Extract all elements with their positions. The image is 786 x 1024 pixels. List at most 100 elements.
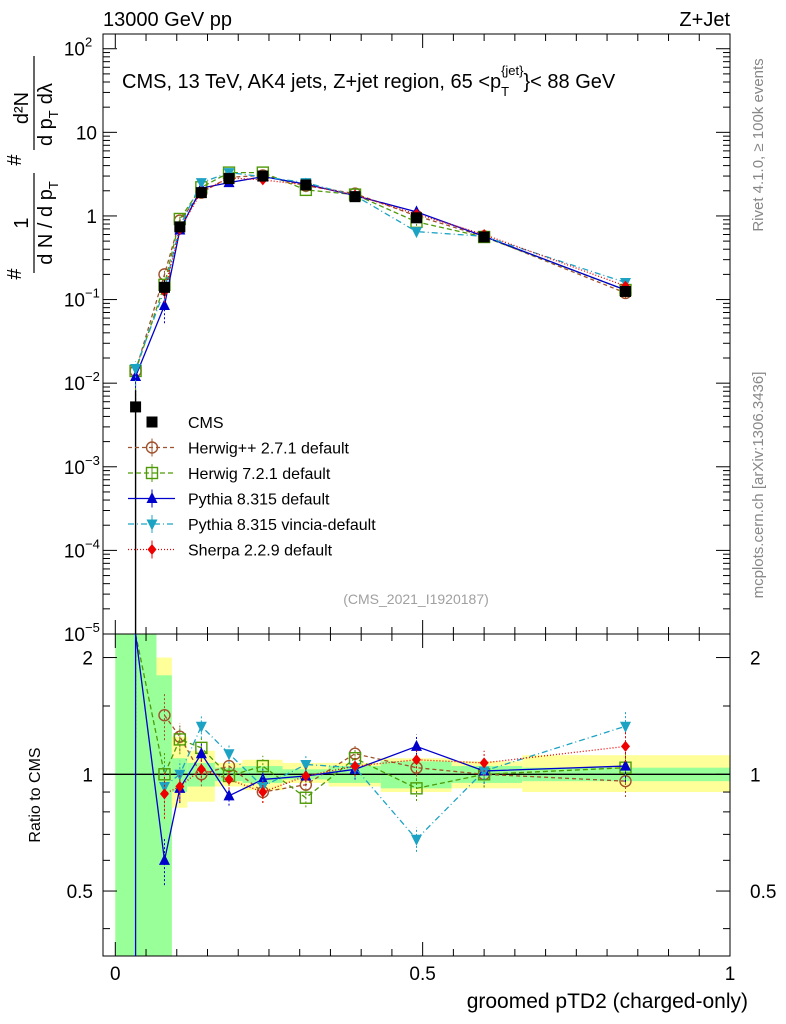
ratio-point-sherpa xyxy=(301,770,311,782)
series-point-pythia xyxy=(130,370,142,382)
ratio-y-tick-label: 2 xyxy=(82,649,93,670)
main-y-tick-label: 10 xyxy=(64,625,85,646)
ratio-point-sherpa xyxy=(258,786,268,798)
data-point xyxy=(478,231,490,243)
legend-entry: CMS xyxy=(146,415,224,432)
ratio-panel: 0.5 0.5 1 1 2 2 0 0.5 1 Ratio to CMS groomed pTD… xyxy=(27,633,776,1013)
ratio-point-herwig7 xyxy=(410,782,423,795)
ratio-axis-ticks: 0.5 0.5 1 1 2 2 0 0.5 1 xyxy=(67,634,776,985)
legend-marker xyxy=(146,416,158,428)
ratio-point-herwig7 xyxy=(299,791,313,804)
main-y-tick-label: 10 xyxy=(64,40,85,61)
y-label-frac1-den: d N / d pT xyxy=(35,181,61,265)
ratio-series-sherpa xyxy=(159,731,630,819)
main-y-tick-exponent: 2 xyxy=(85,35,92,50)
header-left: 13000 GeV pp xyxy=(103,9,232,31)
legend-label: Sherpa 2.2.9 default xyxy=(188,543,333,560)
ratio-point-vincia xyxy=(300,759,312,771)
main-y-tick-exponent: −1 xyxy=(85,286,100,301)
series-herwig7 xyxy=(129,166,632,391)
ratio-point-pythia xyxy=(411,739,422,751)
ratio-point-vincia xyxy=(195,721,207,733)
data-point xyxy=(158,281,170,293)
legend: CMS Herwig++ 2.7.1 default Herwig 7.2.1 de… xyxy=(128,415,376,560)
ratio-point-pythia xyxy=(620,759,631,771)
side-rivet-label: Rivet 4.1.0, ≥ 100k events xyxy=(750,58,767,231)
legend-entry: Sherpa 2.2.9 default xyxy=(128,540,333,560)
ratio-y-tick-label: 0.5 xyxy=(67,882,93,903)
series-point-pythia xyxy=(158,298,170,310)
ratio-point-herwig7 xyxy=(158,768,171,781)
series-point-vincia xyxy=(130,363,142,375)
legend-label: CMS xyxy=(188,415,224,432)
legend-label: Herwig 7.2.1 default xyxy=(188,466,331,483)
ratio-point-vincia xyxy=(158,782,170,794)
x-tick-label: 0 xyxy=(110,964,121,985)
ratio-point-sherpa xyxy=(412,754,421,766)
main-y-tick-exponent: −5 xyxy=(85,620,100,635)
ratio-point-sherpa xyxy=(196,763,206,775)
legend-entry: Pythia 8.315 default xyxy=(128,489,330,509)
main-y-tick-label: 10 xyxy=(64,291,85,312)
legend-marker xyxy=(145,466,159,480)
main-y-tick-label: 1 xyxy=(86,207,97,228)
ratio-y-tick-label-right: 2 xyxy=(750,649,761,670)
ratio-band-inner xyxy=(156,675,172,956)
series-vincia xyxy=(130,168,631,386)
ratio-point-sherpa xyxy=(621,740,630,752)
legend-marker xyxy=(146,492,158,503)
header-right: Z+Jet xyxy=(679,9,730,31)
ratio-line-vincia xyxy=(164,725,626,841)
series-line-herwigpp xyxy=(134,174,626,372)
data-point xyxy=(349,191,361,203)
ratio-point-sherpa xyxy=(479,757,489,769)
main-y-tick-label: 10 xyxy=(64,374,85,395)
ratio-point-sherpa xyxy=(159,788,169,800)
ratio-line-herwig7 xyxy=(134,633,626,799)
series-line-sherpa xyxy=(163,177,626,292)
plot-title: CMS, 13 TeV, AK4 jets, Z+jet region, 65 … xyxy=(122,63,616,99)
x-tick-label: 0.5 xyxy=(409,964,435,985)
series-line-pythia xyxy=(134,176,626,377)
side-mcplots-label: mcplots.cern.ch [arXiv:1306.3436] xyxy=(750,372,767,599)
ratio-point-pythia xyxy=(158,853,170,865)
ratio-point-pythia xyxy=(223,789,235,801)
ratio-y-tick-label: 1 xyxy=(82,765,93,786)
legend-entry: Pythia 8.315 vincia-default xyxy=(128,515,376,534)
ratio-point-sherpa xyxy=(175,781,185,793)
legend-label: Herwig++ 2.7.1 default xyxy=(188,441,350,458)
x-tick-label: 1 xyxy=(725,964,736,985)
legend-entry: Herwig++ 2.7.1 default xyxy=(128,438,350,458)
main-y-tick-label: 10 xyxy=(76,123,97,144)
main-y-tick-exponent: −4 xyxy=(85,536,100,551)
ratio-plot-frame xyxy=(102,633,731,957)
ratio-point-herwigpp xyxy=(158,709,171,722)
series-point-vincia xyxy=(411,227,422,239)
data-point xyxy=(300,179,312,191)
data-point xyxy=(195,187,207,199)
ratio-y-tick-label-right: 1 xyxy=(750,765,761,786)
ratio-y-tick-label-right: 0.5 xyxy=(750,882,776,903)
data-point xyxy=(174,221,186,233)
data-point xyxy=(411,212,422,224)
ratio-line-herwigpp xyxy=(163,714,626,793)
legend-marker xyxy=(146,519,158,531)
series-pythia xyxy=(130,170,631,401)
legend-marker xyxy=(145,441,159,454)
ratio-point-vincia xyxy=(620,721,631,733)
data-point xyxy=(223,173,235,185)
legend-label: Pythia 8.315 default xyxy=(188,492,330,509)
ratio-y-axis-label: Ratio to CMS xyxy=(27,747,44,842)
y-label-frac2-den: d pTdλ xyxy=(35,83,61,146)
main-y-tick-exponent: −2 xyxy=(85,369,100,384)
ratio-point-herwig7 xyxy=(256,759,270,773)
ratio-point-vincia xyxy=(174,769,186,781)
main-series-layer xyxy=(129,166,632,401)
ratio-line-pythia xyxy=(134,633,626,861)
x-axis-label: groomed pTD2 (charged-only) xyxy=(467,990,748,1013)
data-point xyxy=(620,285,631,297)
ratio-point-sherpa xyxy=(350,760,360,772)
main-data-layer xyxy=(130,170,631,634)
